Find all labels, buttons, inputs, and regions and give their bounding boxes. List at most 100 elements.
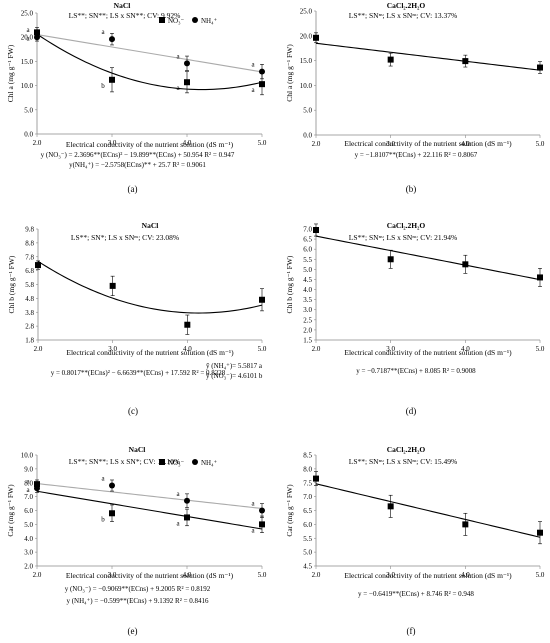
trend-line <box>36 33 263 91</box>
panel-label: (d) <box>406 406 417 416</box>
x-tick-label: 2.0 <box>33 139 42 147</box>
x-tick-label: 4.0 <box>461 140 470 148</box>
y-tick-label: 0.0 <box>303 132 312 140</box>
significance-letter: a <box>176 84 180 92</box>
regression-equation: y = −0.7187**(ECns) + 8.085 R² = 0.9008 <box>356 367 476 375</box>
panel-stats: LS**; SNⁿˢ; LS x SNⁿˢ; CV: 21.94% <box>349 233 457 242</box>
y-tick-label: 4.0 <box>303 286 312 294</box>
y-tick-label: 6.5 <box>303 236 312 244</box>
y-tick-label: 5.5 <box>303 535 312 543</box>
trend-line <box>36 483 263 510</box>
y-tick-label: 2.0 <box>24 563 33 571</box>
significance-letter: a <box>251 526 255 534</box>
panel-label: (e) <box>128 626 138 636</box>
y-tick-label: 8.8 <box>25 239 34 247</box>
panel-title: CaCl₂.2H₂O <box>387 445 426 454</box>
y-tick-label: 5.0 <box>24 106 33 114</box>
y-tick-label: 4.5 <box>303 563 312 571</box>
legend-label: NH₄⁺ <box>201 459 218 467</box>
x-tick-label: 3.0 <box>386 571 395 579</box>
data-point-circle <box>184 60 190 67</box>
significance-letter: a <box>251 61 255 69</box>
x-axis-label: Electrical conductivity of the nutrient … <box>344 139 512 148</box>
x-tick-label: 3.0 <box>386 140 395 148</box>
y-tick-label: 6.0 <box>303 521 312 529</box>
x-tick-label: 3.0 <box>108 345 117 353</box>
y-tick-label: 25.0 <box>21 10 34 18</box>
y-axis-label: Chl a (mg g⁻¹ FW) <box>285 44 294 102</box>
y-axis-label: Car (mg g⁻¹ FW) <box>285 484 294 537</box>
y-tick-label: 6.5 <box>303 507 312 515</box>
y-axis-label: Chl b (mg g⁻¹ FW) <box>7 255 16 313</box>
legend-marker-square <box>159 459 165 465</box>
panel-stats: LS**; SN**; LS x SN**; CV: 9.92% <box>69 11 181 20</box>
x-tick-label: 2.0 <box>33 571 42 579</box>
y-tick-label: 8.5 <box>303 452 312 460</box>
panel-stats: LS**; SN**; LS x SN*; CV: 11.10% <box>69 457 180 466</box>
y-tick-label: 8.0 <box>303 465 312 473</box>
y-axis-label: Chl b (mg g⁻¹ FW) <box>285 255 294 313</box>
panel-label: (a) <box>128 184 138 194</box>
y-tick-label: 9.8 <box>25 226 34 234</box>
panel-title: NaCl <box>129 445 146 454</box>
trend-line <box>37 260 263 314</box>
y-tick-label: 10.0 <box>21 82 34 90</box>
data-point-square <box>259 296 265 303</box>
data-point-square <box>387 503 394 510</box>
data-point-circle <box>109 36 115 43</box>
x-tick-label: 4.0 <box>461 345 470 353</box>
x-tick-label: 4.0 <box>461 571 470 579</box>
panel-label: (c) <box>128 406 138 416</box>
regression-equation: y = 0.8017**(ECns)² − 6.6639**(ECns) + 1… <box>51 369 226 377</box>
data-point-square <box>462 261 469 268</box>
y-tick-label: 4.5 <box>303 276 312 284</box>
data-point-square <box>184 514 190 521</box>
x-axis-label: Electrical conductivity of the nutrient … <box>66 348 234 357</box>
y-tick-label: 4.8 <box>25 295 34 303</box>
legend-label: NO₃⁻ <box>168 459 185 467</box>
x-tick-label: 2.0 <box>312 140 321 148</box>
mean-annotation: ȳ (NO₃⁻)= 4.6101 b <box>206 372 263 380</box>
y-tick-label: 20.0 <box>300 32 313 40</box>
significance-letter: a <box>101 28 105 36</box>
panel-stats: LS**; SNⁿˢ; LS x SNⁿˢ; CV: 15.49% <box>349 457 457 466</box>
y-tick-label: 8.0 <box>24 479 33 487</box>
y-tick-label: 7.5 <box>303 479 312 487</box>
data-point-circle <box>259 507 265 514</box>
regression-equation: y (NO₃⁻) = 2.3696**(ECns)² − 19.899**(EC… <box>41 151 235 159</box>
x-tick-label: 2.0 <box>312 345 321 353</box>
y-tick-label: 2.0 <box>303 326 312 334</box>
data-point-square <box>109 76 115 83</box>
y-tick-label: 7.0 <box>24 493 33 501</box>
data-point-square <box>313 227 319 234</box>
significance-letter: b <box>101 515 105 523</box>
y-tick-label: 10.0 <box>300 82 313 90</box>
y-tick-label: 7.0 <box>303 226 312 234</box>
trend-line <box>315 42 541 71</box>
x-tick-label: 4.0 <box>183 139 192 147</box>
y-tick-label: 1.8 <box>25 337 34 345</box>
data-point-square <box>387 256 394 263</box>
y-tick-label: 4.0 <box>24 535 33 543</box>
significance-letter: a <box>101 475 105 483</box>
legend-label: NH₄⁺ <box>201 17 218 25</box>
y-tick-label: 6.8 <box>25 267 34 275</box>
y-axis-label: Car (mg g⁻¹ FW) <box>6 484 15 537</box>
panel-label: (b) <box>406 184 417 194</box>
y-tick-label: 3.5 <box>303 296 312 304</box>
x-tick-label: 5.0 <box>536 571 545 579</box>
significance-letter: a <box>26 34 30 42</box>
y-tick-label: 3.0 <box>303 306 312 314</box>
data-point-square <box>462 521 469 528</box>
y-tick-label: 15.0 <box>21 58 34 66</box>
y-tick-label: 5.0 <box>303 266 312 274</box>
x-axis-label: Electrical conductivity of the nutrient … <box>344 571 512 580</box>
x-tick-label: 3.0 <box>108 139 117 147</box>
data-point-square <box>184 321 191 328</box>
regression-equation: y (NO₃⁻) = −0.9069**(ECns) + 9.2005 R² =… <box>65 585 211 593</box>
y-tick-label: 5.0 <box>303 107 312 115</box>
panel-title: CaCl₂.2H₂O <box>387 1 426 10</box>
data-point-circle <box>259 68 265 75</box>
data-point-square <box>387 56 394 63</box>
data-point-square <box>109 282 116 289</box>
